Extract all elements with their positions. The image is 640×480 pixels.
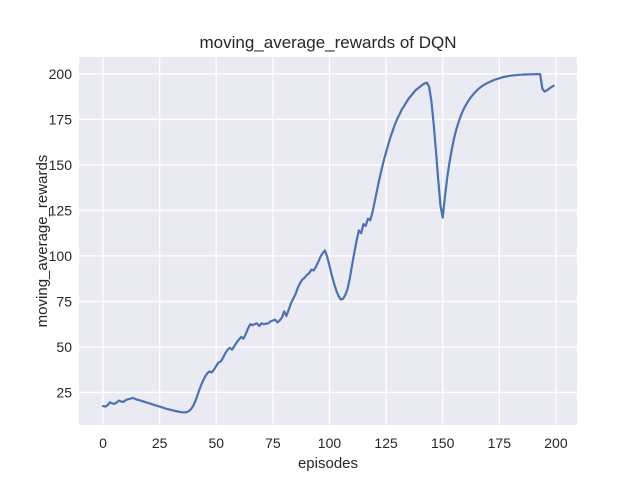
x-axis-label: episodes	[297, 455, 359, 472]
y-tick-label: 125	[49, 202, 73, 218]
x-tick-label: 50	[208, 435, 224, 451]
x-tick-label: 0	[99, 435, 107, 451]
x-tick-label: 200	[544, 435, 568, 451]
chart-title: moving_average_rewards of DQN	[199, 33, 457, 52]
y-tick-label: 50	[56, 339, 72, 355]
y-tick-label: 200	[49, 66, 73, 82]
x-tick-label: 100	[318, 435, 342, 451]
x-tick-label: 150	[431, 435, 455, 451]
y-tick-label: 75	[56, 293, 72, 309]
reward-line-series	[101, 72, 555, 414]
y-axis-label: moving_average_rewards	[34, 154, 51, 328]
y-tick-label: 100	[49, 248, 73, 264]
x-tick-label: 75	[265, 435, 281, 451]
x-tick-label: 175	[488, 435, 512, 451]
y-tick-label: 25	[56, 384, 72, 400]
x-tick-label: 125	[374, 435, 398, 451]
plot-background	[79, 57, 577, 425]
y-tick-label: 175	[49, 111, 73, 127]
x-tick-label: 25	[152, 435, 168, 451]
y-tick-label: 150	[49, 157, 73, 173]
